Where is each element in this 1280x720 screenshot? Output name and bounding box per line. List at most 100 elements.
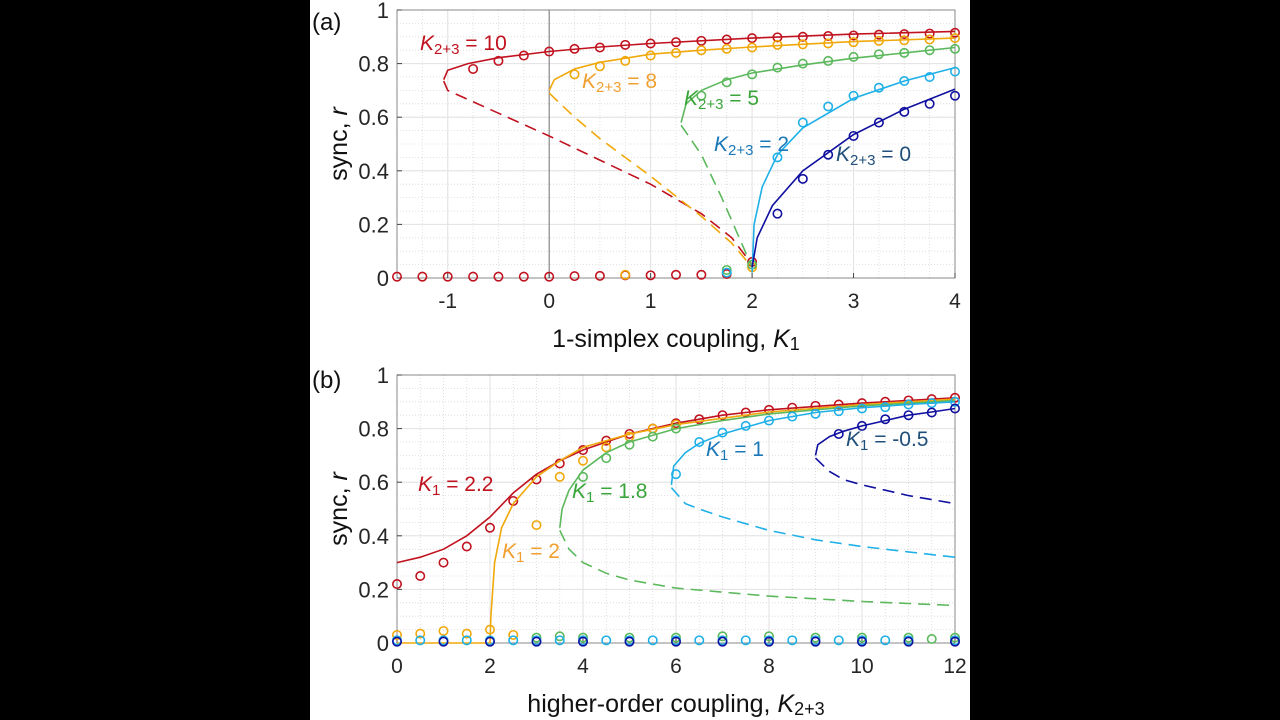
stable-branch-line <box>680 46 956 123</box>
x-tick-label: -1 <box>438 290 457 313</box>
data-point-marker <box>926 407 937 418</box>
data-point-marker <box>577 455 588 466</box>
data-point-marker <box>903 399 914 410</box>
series-label-var: K <box>502 540 517 563</box>
data-point-marker <box>924 28 935 39</box>
data-point-marker <box>848 130 859 141</box>
data-point-marker <box>601 453 612 464</box>
data-point-marker <box>601 435 612 446</box>
data-point-marker <box>717 410 728 421</box>
data-point-marker <box>924 98 935 109</box>
unstable-branch-line <box>680 124 753 268</box>
data-point-marker <box>670 423 681 434</box>
data-point-marker <box>899 47 910 58</box>
data-point-marker <box>461 628 472 639</box>
data-point-marker <box>484 522 495 533</box>
y-tick-label: 0.2 <box>358 577 389 602</box>
series-2: K2+3 = 5 <box>680 43 960 275</box>
x-tick-label: 1 <box>645 290 657 313</box>
data-point-marker <box>624 636 635 647</box>
series-label-var: K <box>684 87 699 110</box>
data-point-marker <box>670 47 681 58</box>
data-point-marker <box>647 635 658 646</box>
data-point-marker <box>484 624 495 635</box>
data-point-marker <box>772 208 783 219</box>
x-tick-label: 2 <box>746 290 758 313</box>
data-point-marker <box>508 635 519 646</box>
data-point-marker <box>493 271 504 282</box>
data-point-marker <box>926 633 937 644</box>
series-label-value: = 10 <box>459 32 506 55</box>
stable-branch-line <box>559 399 956 528</box>
data-point-marker <box>833 399 844 410</box>
series-1: K1 = 2 <box>391 398 956 644</box>
series-label-value: = 1 <box>728 438 764 461</box>
data-point-marker <box>531 474 542 485</box>
data-point-marker <box>810 408 821 419</box>
data-point-marker <box>848 30 859 41</box>
data-point-marker <box>438 625 449 636</box>
data-point-marker <box>763 415 774 426</box>
series-label-var: K <box>420 32 435 55</box>
data-point-marker <box>949 27 960 38</box>
data-point-marker <box>763 631 774 642</box>
data-point-marker <box>554 471 565 482</box>
x-tick-label: 3 <box>848 290 860 313</box>
data-point-marker <box>569 271 580 282</box>
stable-branch-line <box>548 37 956 91</box>
data-point-marker <box>763 636 774 647</box>
data-point-marker <box>721 267 732 278</box>
data-point-marker <box>518 271 529 282</box>
data-point-marker <box>823 101 834 112</box>
data-point-marker <box>797 31 808 42</box>
data-point-marker <box>823 38 834 49</box>
data-point-marker <box>468 271 479 282</box>
data-point-marker <box>417 271 428 282</box>
data-point-marker <box>747 42 758 53</box>
data-point-marker <box>721 43 732 54</box>
data-point-marker <box>569 43 580 54</box>
data-point-marker <box>823 30 834 41</box>
series-label: K1 = 1 <box>706 438 764 464</box>
data-point-marker <box>717 427 728 438</box>
y-tick-label: 0.6 <box>358 105 389 130</box>
series-0: K2+3 = 10 <box>391 27 960 282</box>
data-point-marker <box>772 39 783 50</box>
y-tick-label: 1 <box>377 363 389 388</box>
series-label-sub: 2+3 <box>698 96 723 113</box>
data-point-marker <box>772 62 783 73</box>
data-point-marker <box>873 29 884 40</box>
data-point-marker <box>670 469 681 480</box>
data-point-marker <box>415 635 426 646</box>
stable-branch-line <box>397 398 956 644</box>
data-point-marker <box>747 33 758 44</box>
series-label: K1 = 2 <box>502 540 560 566</box>
data-point-marker <box>624 439 635 450</box>
stable-branch-line <box>442 30 956 81</box>
data-point-marker <box>544 46 555 57</box>
y-tick-label: 0.2 <box>358 212 389 237</box>
series-1: K2+3 = 8 <box>548 33 960 280</box>
data-point-marker <box>415 628 426 639</box>
data-point-marker <box>848 51 859 62</box>
y-axis-label-text: sync, <box>325 481 353 546</box>
x-axis-label-text: 1-simplex coupling, <box>552 325 773 353</box>
data-point-marker <box>601 635 612 646</box>
data-point-marker <box>645 270 656 281</box>
x-tick-label: 2 <box>484 655 496 678</box>
x-tick-label: 4 <box>577 655 589 678</box>
data-point-marker <box>670 636 681 647</box>
data-point-marker <box>601 442 612 453</box>
y-tick-label: 0.8 <box>358 417 389 442</box>
data-point-marker <box>949 43 960 54</box>
series-label-var: K <box>418 473 433 496</box>
series-label-sub: 2+3 <box>596 79 621 96</box>
data-point-marker <box>949 636 960 647</box>
data-point-marker <box>903 636 914 647</box>
data-point-marker <box>740 420 751 431</box>
unstable-branch-line <box>814 457 956 505</box>
axes-box <box>396 9 956 279</box>
data-point-marker <box>797 173 808 184</box>
data-point-marker <box>856 636 867 647</box>
series-label-value: = 8 <box>621 70 657 93</box>
